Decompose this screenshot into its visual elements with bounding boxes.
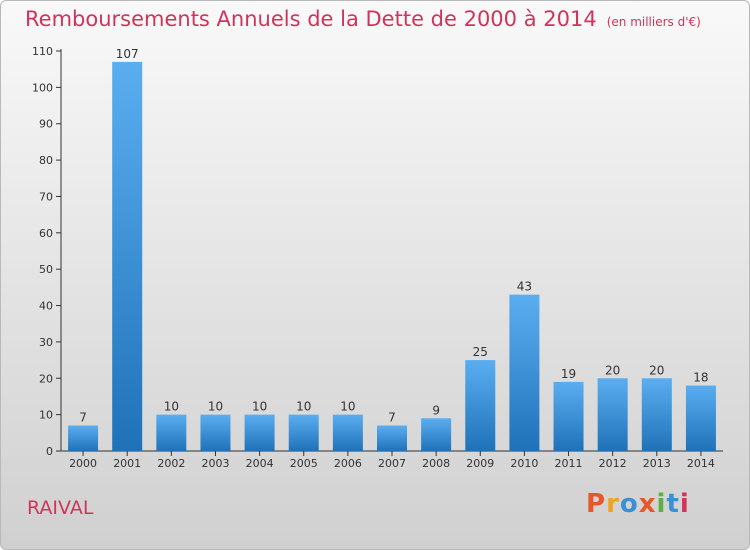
proxiti-logo[interactable]: Proxiti [586, 489, 690, 519]
y-tick-label: 90 [39, 118, 53, 131]
y-tick-label: 0 [46, 445, 53, 458]
value-label: 10 [296, 400, 311, 414]
bar [112, 61, 143, 452]
logo-letter: i [679, 489, 690, 519]
bar [597, 378, 628, 451]
value-label: 9 [432, 403, 440, 417]
value-label: 10 [340, 400, 355, 414]
x-tick-label: 2002 [157, 457, 185, 470]
y-tick-label: 100 [32, 81, 53, 94]
chart-title: Remboursements Annuels de la Dette de 20… [25, 7, 701, 31]
x-tick-label: 2014 [687, 457, 715, 470]
x-tick-label: 2008 [422, 457, 450, 470]
x-tick-label: 2012 [599, 457, 627, 470]
title-unit: (en milliers d'€) [606, 15, 701, 29]
value-label: 20 [649, 363, 664, 377]
y-tick-label: 50 [39, 263, 53, 276]
x-tick-label: 2013 [643, 457, 671, 470]
x-tick-label: 2005 [290, 457, 318, 470]
value-label: 7 [79, 411, 87, 425]
axes: 0 10 20 30 40 50 60 70 80 90 100 110 2000 2001 2002 200… [32, 45, 723, 470]
title-main: Remboursements Annuels de la Dette de 20… [25, 7, 597, 31]
logo-letter: i [656, 489, 667, 519]
bar [156, 414, 187, 451]
x-tick-label: 2011 [555, 457, 583, 470]
value-label: 20 [605, 363, 620, 377]
bar [68, 425, 99, 451]
bar [288, 414, 319, 451]
logo-letter: P [586, 489, 607, 519]
x-tick-label: 2001 [113, 457, 141, 470]
bar [685, 385, 716, 451]
value-label: 7 [388, 411, 396, 425]
value-label: 10 [252, 400, 267, 414]
x-tick-label: 2000 [69, 457, 97, 470]
y-tick-label: 30 [39, 336, 53, 349]
y-tick-label: 60 [39, 227, 53, 240]
value-label: 25 [473, 345, 488, 359]
value-label: 10 [208, 400, 223, 414]
value-label: 10 [164, 400, 179, 414]
x-tick-label: 2009 [466, 457, 494, 470]
bar [465, 360, 496, 451]
y-tick-label: 110 [32, 45, 53, 58]
x-tick-label: 2007 [378, 457, 406, 470]
bar [244, 414, 275, 451]
bar [200, 414, 231, 451]
bar [332, 414, 363, 451]
x-tick-label: 2004 [246, 457, 274, 470]
bar [421, 418, 452, 451]
bar [553, 381, 584, 451]
y-tick-label: 80 [39, 154, 53, 167]
value-label: 107 [116, 47, 139, 61]
x-tick-label: 2003 [201, 457, 229, 470]
logo-letter: t [666, 489, 680, 519]
logo-letter: r [606, 489, 620, 519]
y-tick-label: 40 [39, 300, 53, 313]
bar [641, 378, 672, 451]
logo-letter: x [638, 489, 657, 519]
logo-letter: o [619, 489, 639, 519]
value-label: 18 [693, 371, 708, 385]
value-label: 19 [561, 367, 576, 381]
y-tick-label: 20 [39, 372, 53, 385]
y-tick-label: 70 [39, 190, 53, 203]
bar [377, 425, 407, 451]
bar [509, 294, 540, 451]
x-tick-label: 2010 [510, 457, 538, 470]
x-tick-label: 2006 [334, 457, 362, 470]
commune-name: RAIVAL [27, 497, 94, 519]
y-tick-label: 10 [39, 409, 53, 422]
value-label: 43 [517, 280, 532, 294]
